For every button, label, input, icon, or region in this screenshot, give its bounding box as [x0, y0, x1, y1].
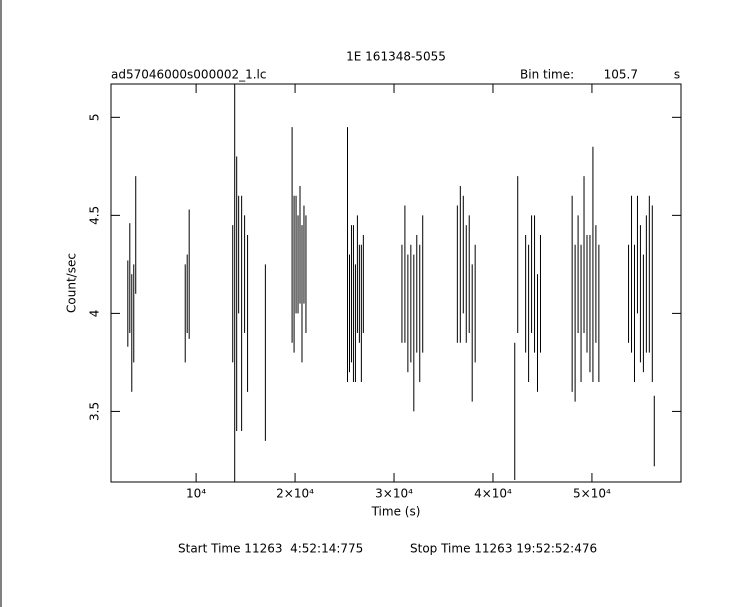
file-label: ad57046000s000002_1.lc [111, 68, 267, 82]
y-tick-label: 4 [88, 310, 102, 318]
bin-time-value: 105.7 [604, 68, 638, 82]
y-axis-label: Count/sec [65, 253, 79, 313]
x-axis-label: Time (s) [371, 505, 421, 519]
y-tick-label: 4.5 [88, 206, 102, 225]
error-bars [127, 84, 655, 482]
x-tick-label: 4×10⁴ [474, 487, 512, 501]
x-tick-label: 5×10⁴ [573, 487, 611, 501]
x-tick-label: 2×10⁴ [276, 487, 314, 501]
stop-time: Stop Time 11263 19:52:52:476 [410, 542, 597, 556]
bin-time-unit: s [674, 68, 680, 82]
plot-frame [110, 83, 682, 483]
chart-title: 1E 161348-5055 [346, 50, 446, 64]
x-tick-label: 10⁴ [186, 487, 206, 501]
x-tick-label: 3×10⁴ [375, 487, 413, 501]
y-tick-label: 3.5 [88, 402, 102, 421]
start-time: Start Time 11263 4:52:14:775 [178, 542, 363, 556]
y-tick-label: 5 [88, 114, 102, 122]
bin-time-label: Bin time: [520, 68, 574, 82]
